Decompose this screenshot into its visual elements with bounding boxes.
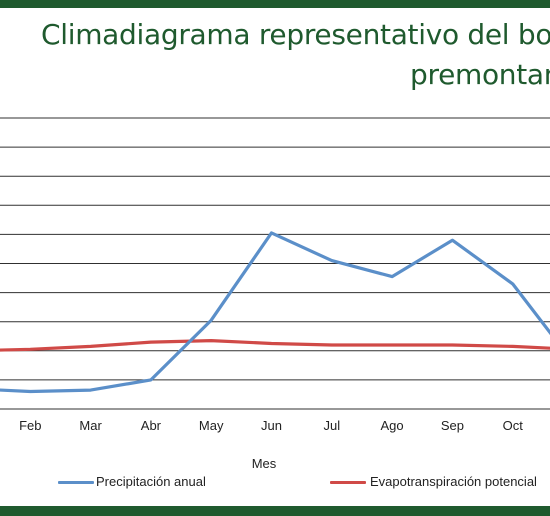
chart-title: Climadiagrama representativo del bosque … xyxy=(0,16,550,96)
x-tick-label: Abr xyxy=(141,418,162,433)
evapotranspiration-line xyxy=(0,339,550,352)
x-tick-label: Jun xyxy=(261,418,282,433)
line-chart: Feb Mar Abr May Jun Jul Ago Sep Oct xyxy=(0,117,550,433)
x-tick-label: Oct xyxy=(503,418,524,433)
x-tick-label: Sep xyxy=(441,418,464,433)
x-tick-labels: Feb Mar Abr May Jun Jul Ago Sep Oct xyxy=(19,418,523,433)
precipitation-line xyxy=(0,231,550,394)
legend-item-evapotranspiration: Evapotranspiración potencial xyxy=(330,473,550,491)
x-tick-label: Mar xyxy=(79,418,102,433)
series-lines xyxy=(0,231,550,394)
top-frame-band xyxy=(0,0,550,8)
chart-title-line-2: premontano xyxy=(410,58,550,91)
legend-label-evapotranspiration: Evapotranspiración potencial xyxy=(370,474,537,489)
legend-item-precipitation: Precipitación anual xyxy=(58,473,238,491)
x-tick-label: Feb xyxy=(19,418,41,433)
x-tick-label: Jul xyxy=(323,418,340,433)
legend-label-precipitation: Precipitación anual xyxy=(96,474,206,489)
gridlines xyxy=(0,117,550,410)
x-tick-label: May xyxy=(199,418,224,433)
bottom-frame-band xyxy=(0,506,550,516)
chart-title-line-1: Climadiagrama representativo del bosque xyxy=(41,18,550,51)
legend-swatch-precipitation xyxy=(58,481,94,484)
x-tick-label: Ago xyxy=(381,418,404,433)
legend-swatch-evapotranspiration xyxy=(330,481,366,484)
x-axis-title: Mes xyxy=(251,456,277,471)
